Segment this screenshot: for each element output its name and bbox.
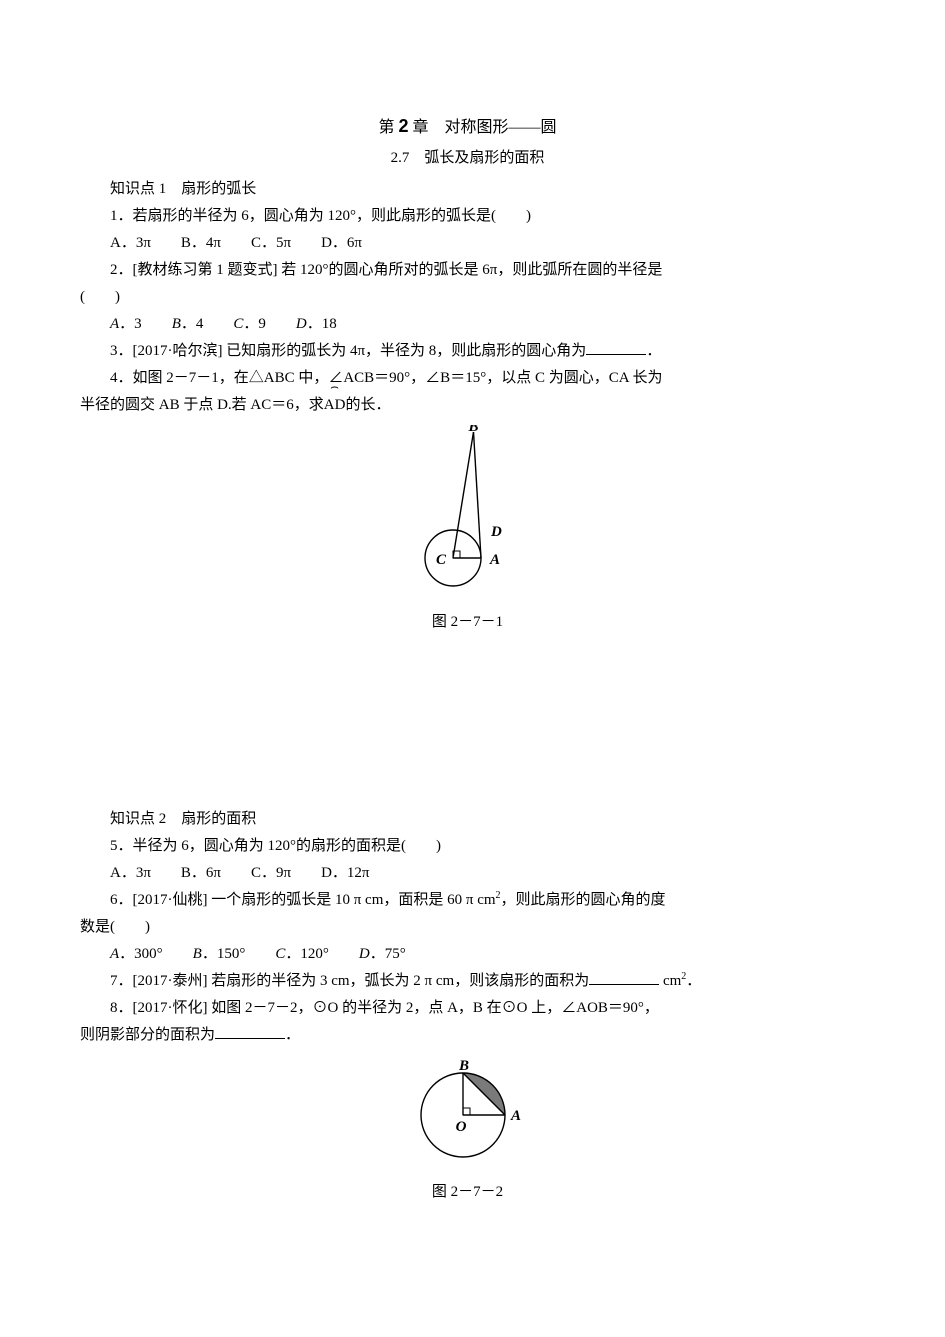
opt-b: B: [172, 316, 181, 332]
q7a: 7．[2017·泰州] 若扇形的半径为 3 cm，弧长为 2 π cm，则该扇形…: [110, 973, 589, 989]
label-A2: A: [510, 1108, 521, 1124]
opt-c: C: [233, 316, 243, 332]
question-4-line1: 4．如图 2－7－1，在△ABC 中，∠ACB＝90°，∠B＝15°，以点 C …: [80, 365, 855, 392]
opt-d: D: [296, 316, 307, 332]
question-8-line1: 8．[2017·怀化] 如图 2－7－2，⊙O 的半径为 2，点 A，B 在⊙O…: [80, 995, 855, 1022]
question-1-options: A．3π B．4π C．5π D．6π: [80, 230, 855, 257]
question-4-line2a: 半径的圆交 AB 于点 D.若 AC＝6，求: [80, 397, 324, 413]
question-5-options: A．3π B．6π C．9π D．12π: [80, 860, 855, 887]
q8-2a: 则阴影部分的面积为: [80, 1027, 215, 1043]
label-C: C: [435, 552, 446, 568]
seg-ab: [473, 432, 481, 558]
arc-AD: ⌢AD: [324, 392, 346, 419]
q6b: ，则此扇形的圆心角的度: [501, 892, 666, 908]
page: 第 2 章 对称图形——圆 2.7 弧长及扇形的面积 知识点 1 扇形的弧长 1…: [0, 0, 945, 1337]
figure-2-7-1-svg: B D A C: [408, 425, 528, 595]
chapter-prefix: 第: [378, 119, 394, 136]
opt-a: A: [110, 316, 119, 332]
label-O: O: [455, 1119, 466, 1135]
chapter-title: 第 2 章 对称图形——圆: [80, 110, 855, 143]
seg-cb: [453, 432, 474, 558]
question-2-stem-line1: 2．[教材练习第 1 题变式] 若 120°的圆心角所对的弧长是 6π，则此弧所…: [80, 257, 855, 284]
chapter-number: 2: [398, 116, 408, 136]
figure-2-7-2: B A O 图 2－7－2: [80, 1055, 855, 1206]
section-title: 2.7 弧长及扇形的面积: [80, 145, 855, 172]
figure-2-7-2-svg: B A O: [403, 1055, 533, 1165]
figure-2-7-1-caption: 图 2－7－1: [80, 609, 855, 636]
blank-q7: [589, 969, 659, 985]
arc-text: AD: [324, 397, 346, 413]
arc-hat-icon: ⌢: [324, 384, 346, 391]
question-6-options: A．300° B．150° C．120° D．75°: [80, 941, 855, 968]
vertical-gap: [80, 636, 855, 806]
label-D: D: [490, 524, 502, 540]
right-angle-icon-2: [463, 1108, 470, 1115]
question-4-line2: 半径的圆交 AB 于点 D.若 AC＝6，求⌢AD的长．: [80, 392, 855, 419]
figure-2-7-1: B D A C 图 2－7－1: [80, 425, 855, 636]
question-5-stem: 5．半径为 6，圆心角为 120°的扇形的面积是( ): [80, 833, 855, 860]
knowledge-point-1-heading: 知识点 1 扇形的弧长: [80, 176, 855, 203]
q6a: 6．[2017·仙桃] 一个扇形的弧长是 10 π cm，面积是 60 π cm: [110, 892, 496, 908]
question-3: 3．[2017·哈尔滨] 已知扇形的弧长为 4π，半径为 8，则此扇形的圆心角为…: [80, 338, 855, 365]
question-3-stem-b: ．: [646, 343, 661, 359]
question-2-stem-line2: ( ): [80, 284, 855, 311]
blank-q3: [586, 339, 646, 355]
question-1-stem: 1．若扇形的半径为 6，圆心角为 120°，则此扇形的弧长是( ): [80, 203, 855, 230]
q7c: ．: [686, 973, 701, 989]
q8-2b: ．: [285, 1027, 300, 1043]
knowledge-point-2-heading: 知识点 2 扇形的面积: [80, 806, 855, 833]
label-B: B: [467, 425, 478, 435]
figure-2-7-2-caption: 图 2－7－2: [80, 1179, 855, 1206]
question-8-line2: 则阴影部分的面积为 ．: [80, 1022, 855, 1049]
q7b: cm: [659, 973, 681, 989]
chapter-suffix: 章 对称图形——圆: [413, 119, 557, 136]
question-7: 7．[2017·泰州] 若扇形的半径为 3 cm，弧长为 2 π cm，则该扇形…: [80, 968, 855, 995]
question-2-options: A．3 B．4 C．9 D．18: [80, 311, 855, 338]
blank-q8: [215, 1023, 285, 1039]
label-B2: B: [457, 1058, 468, 1074]
question-3-stem-a: 3．[2017·哈尔滨] 已知扇形的弧长为 4π，半径为 8，则此扇形的圆心角为: [110, 343, 586, 359]
question-6-line1: 6．[2017·仙桃] 一个扇形的弧长是 10 π cm，面积是 60 π cm…: [80, 887, 855, 914]
question-6-line2: 数是( ): [80, 914, 855, 941]
question-4-line2b: 的长．: [345, 397, 390, 413]
label-A: A: [489, 552, 500, 568]
